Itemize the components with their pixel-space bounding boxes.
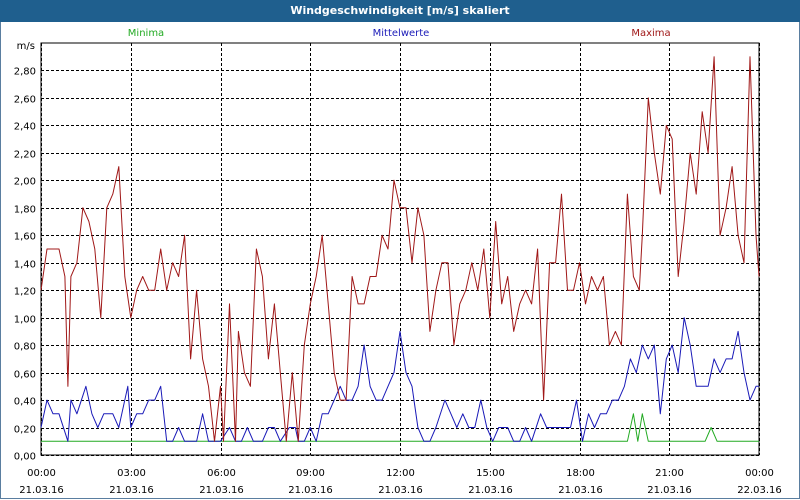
series-maxima-line: [40, 56, 760, 442]
y-tick-label: 1,80: [14, 205, 36, 216]
y-tick-label: 0,40: [14, 397, 36, 408]
x-tick-time: 09:00: [296, 468, 325, 479]
chart-frame: 0,00 0,20 0,40 0,60 0,80 1,00 1,20 1,40 1,60 1,80…: [0, 22, 800, 499]
y-tick-label: 1,20: [14, 287, 36, 298]
x-tick-date: 22.03.16: [737, 485, 782, 496]
x-tick-date: 21.03.16: [647, 485, 692, 496]
x-tick-time: 15:00: [476, 468, 505, 479]
x-tick-time: 06:00: [207, 468, 236, 479]
y-tick-label: 0,00: [14, 452, 36, 463]
x-tick-date: 21.03.16: [19, 485, 64, 496]
y-tick-label: 1,00: [14, 315, 36, 326]
wind-speed-chart: 0,00 0,20 0,40 0,60 0,80 1,00 1,20 1,40 1,60 1,80…: [14, 28, 782, 496]
y-axis-unit: m/s: [17, 41, 35, 52]
x-tick-time: 03:00: [117, 468, 146, 479]
x-tick-date: 21.03.16: [199, 485, 244, 496]
y-tick-label: 0,20: [14, 425, 36, 436]
y-tick-label: 2,40: [14, 122, 36, 133]
x-tick-date: 21.03.16: [558, 485, 603, 496]
y-tick-label: 2,20: [14, 150, 36, 161]
y-tick-label: 2,80: [14, 67, 36, 78]
chart-window-title: Windgeschwindigkeit [m/s] skaliert: [0, 0, 800, 22]
legend-maxima: Maxima: [631, 28, 670, 39]
series-mittelwerte-line: [40, 317, 759, 442]
y-tick-label: 2,60: [14, 95, 36, 106]
x-tick-date: 21.03.16: [288, 485, 333, 496]
x-tick-time: 00:00: [745, 468, 774, 479]
x-tick-date: 21.03.16: [378, 485, 423, 496]
x-tick-time: 00:00: [27, 468, 56, 479]
y-tick-label: 1,60: [14, 232, 36, 243]
x-tick-time: 12:00: [386, 468, 415, 479]
y-tick-label: 2,00: [14, 177, 36, 188]
x-tick-date: 21.03.16: [468, 485, 513, 496]
y-tick-label: 0,80: [14, 342, 36, 353]
y-tick-label: 0,60: [14, 370, 36, 381]
series-minima-line: [41, 413, 759, 442]
y-tick-label: 1,40: [14, 260, 36, 271]
legend-minima: Minima: [128, 28, 164, 39]
legend-mittelwerte: Mittelwerte: [373, 28, 430, 39]
x-tick-time: 21:00: [655, 468, 684, 479]
x-tick-date: 21.03.16: [109, 485, 154, 496]
x-tick-time: 18:00: [566, 468, 595, 479]
